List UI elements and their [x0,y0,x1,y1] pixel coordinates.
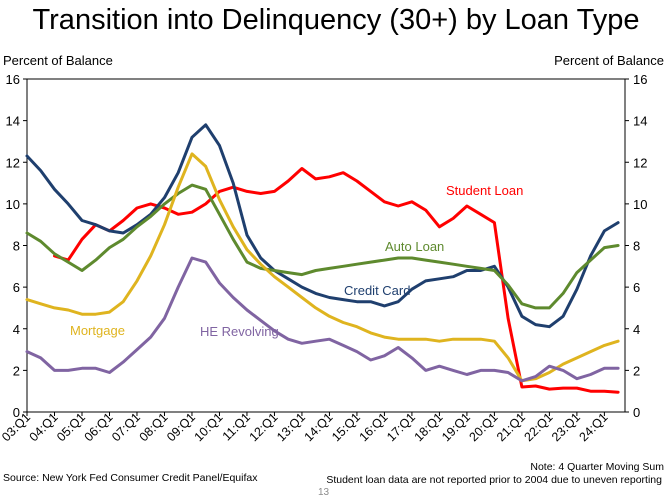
y-tick-label-right: 6 [633,280,640,295]
x-tick-label: 18:Q1 [412,410,446,444]
y-tick-label-left: 16 [6,72,20,87]
x-tick-label: 08:Q1 [137,410,171,444]
x-tick-label: 23:Q1 [549,410,583,444]
x-tick-label: 19:Q1 [439,410,473,444]
y-tick-label-left: 0 [13,405,20,420]
auto-loan-line [25,183,620,310]
x-tick-label: 17:Q1 [384,410,418,444]
x-tick-label: 11:Q1 [220,410,253,443]
page-number: 13 [318,487,330,498]
x-tick-label: 14:Q1 [302,410,336,444]
y-tick-label-left: 10 [6,197,20,212]
chart-title: Transition into Delinquency (30+) by Loa… [32,4,640,36]
mortgage-label: Mortgage [70,323,125,338]
credit-card-label: Credit Card [344,283,410,298]
auto-loan-label: Auto Loan [385,239,444,254]
y-tick-label-left: 4 [13,322,20,337]
student-loan-note: Student loan data are not reported prior… [326,474,662,486]
y-axis-title-right: Percent of Balance [554,53,664,68]
moving-sum-note: Note: 4 Quarter Moving Sum [530,461,664,473]
y-tick-label-left: 12 [6,155,20,170]
y-axis-title-left: Percent of Balance [3,53,113,68]
x-tick-label: 10:Q1 [192,410,226,444]
source-note: Source: New York Fed Consumer Credit Pan… [3,472,258,484]
x-tick-label: 13:Q1 [274,410,308,444]
x-tick-label: 21:Q1 [494,410,528,444]
y-tick-label-right: 16 [633,72,647,87]
y-tick-label-right: 4 [633,322,640,337]
y-tick-label-right: 0 [633,405,640,420]
x-tick-label: 04:Q1 [27,410,61,444]
x-tick-label: 05:Q1 [54,410,88,444]
x-tick-label: 07:Q1 [109,410,143,444]
x-tick-label: 24:Q1 [577,410,611,444]
x-tick-label: 09:Q1 [164,410,198,444]
x-tick-label: 06:Q1 [82,410,116,444]
y-tick-label-right: 2 [633,363,640,378]
y-tick-label-left: 8 [13,239,20,254]
he-revolving-line [25,256,620,383]
y-tick-label-right: 12 [633,155,647,170]
mortgage-line [25,152,620,383]
y-tick-label-right: 8 [633,239,640,254]
student-loan-label: Student Loan [446,183,523,198]
he-revolving-label: HE Revolving [200,324,279,339]
y-tick-label-left: 6 [13,280,20,295]
x-tick-label: 12:Q1 [247,410,281,444]
y-tick-label-left: 14 [6,114,20,129]
x-tick-label: 20:Q1 [467,410,501,444]
student-loan-line [53,167,620,394]
x-tick-label: 16:Q1 [357,410,391,444]
y-tick-label-right: 10 [633,197,647,212]
x-tick-label: 22:Q1 [522,410,556,444]
y-tick-label-right: 14 [633,114,647,129]
credit-card-line [25,123,620,329]
y-tick-label-left: 2 [13,363,20,378]
x-tick-label: 15:Q1 [329,410,363,444]
plot-area [26,78,626,413]
